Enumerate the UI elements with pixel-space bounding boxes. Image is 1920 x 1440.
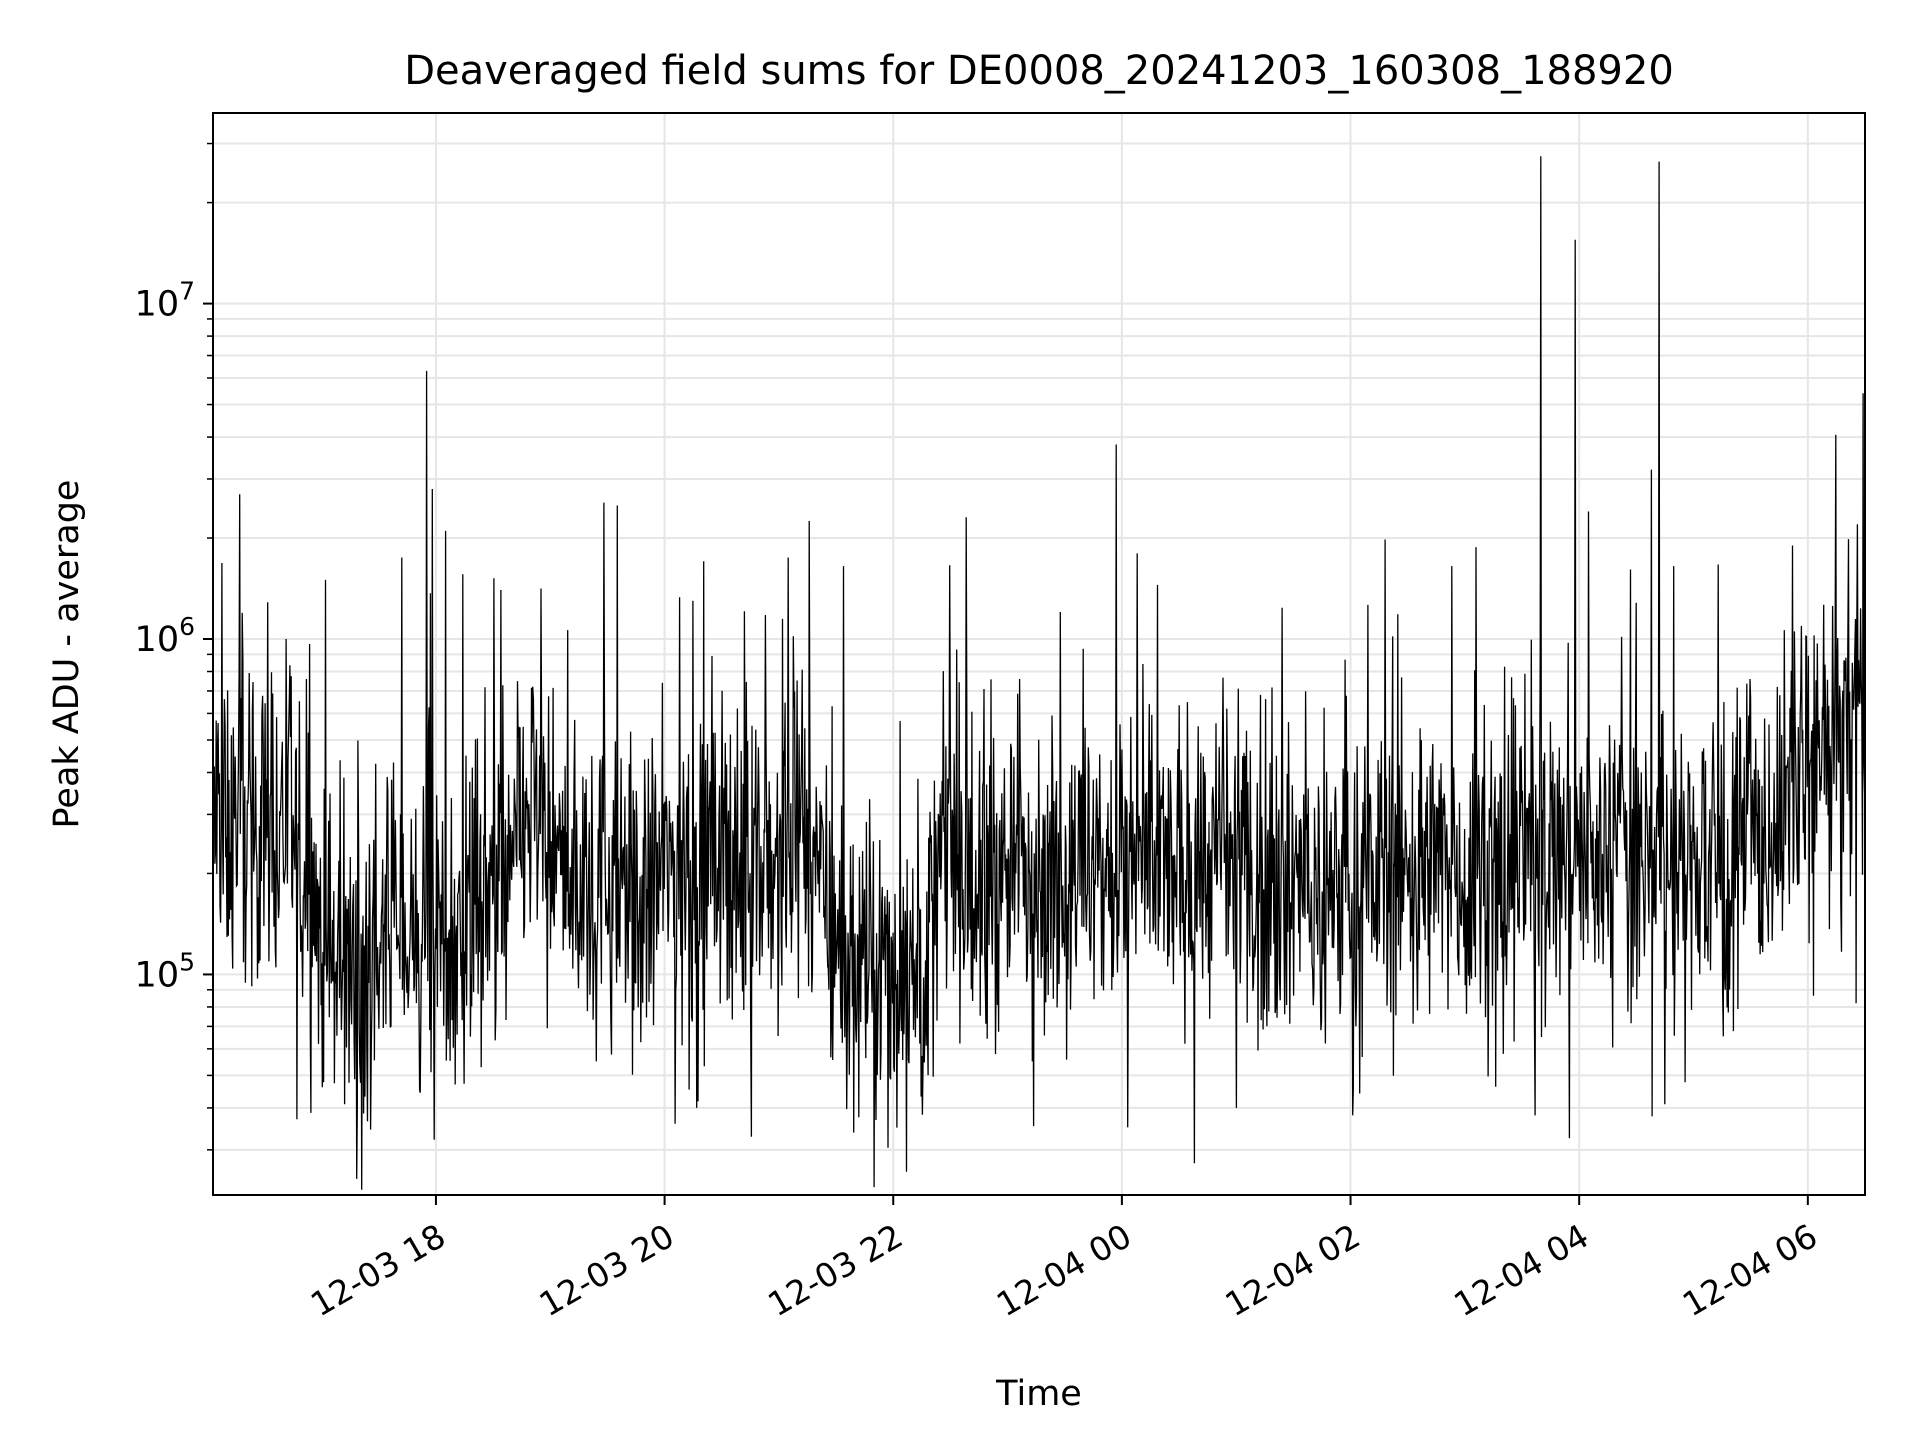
series-line bbox=[212, 156, 1866, 1190]
data-series bbox=[212, 156, 1866, 1190]
grid bbox=[213, 113, 1865, 1195]
chart-title: Deaveraged field sums for DE0008_2024120… bbox=[404, 48, 1674, 94]
x-axis-label: Time bbox=[995, 1374, 1082, 1414]
y-tick-label: 107 bbox=[135, 277, 195, 325]
y-axis-label: Peak ADU - average bbox=[47, 480, 87, 829]
y-tick-label: 106 bbox=[135, 612, 195, 660]
